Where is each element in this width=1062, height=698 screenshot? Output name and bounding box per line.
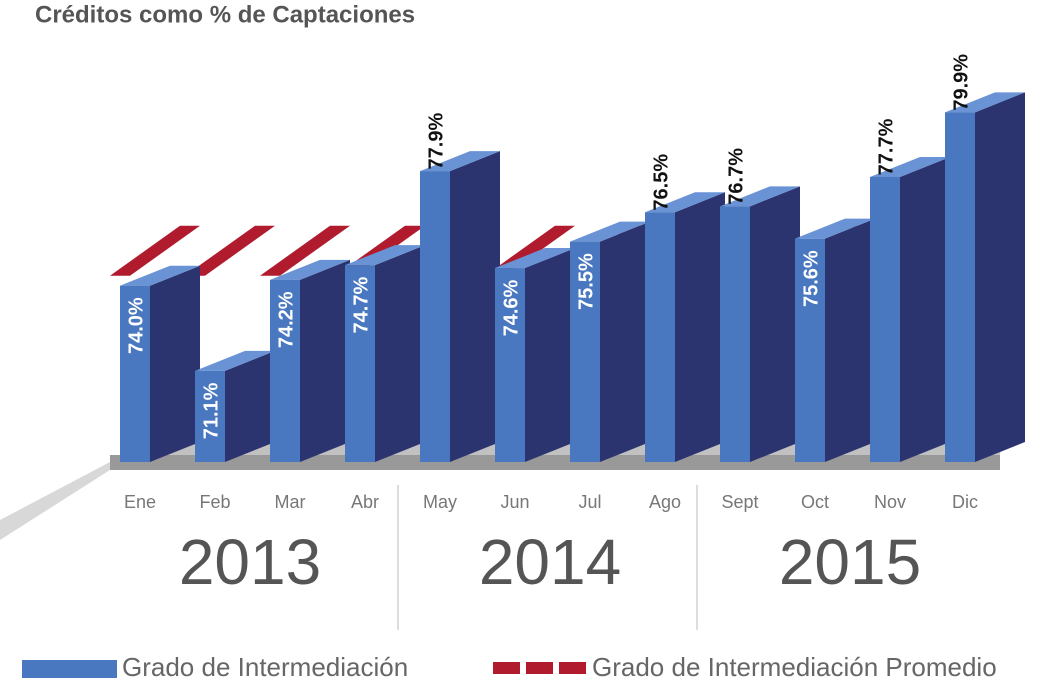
data-label: 76.7% bbox=[725, 148, 747, 205]
data-label: 74.0% bbox=[125, 297, 147, 354]
bar bbox=[420, 171, 450, 463]
bar-top bbox=[495, 248, 575, 269]
x-tick-label: Sept bbox=[721, 492, 758, 512]
x-tick-label: Ene bbox=[124, 492, 156, 512]
bar-top bbox=[270, 259, 350, 280]
bar bbox=[645, 212, 675, 462]
x-tick-label: Feb bbox=[199, 492, 230, 512]
bar-side bbox=[675, 192, 725, 462]
bar-top bbox=[195, 350, 275, 371]
bar-top bbox=[720, 186, 800, 207]
bar-side bbox=[825, 218, 875, 462]
data-label: 74.2% bbox=[275, 291, 297, 348]
data-label: 75.6% bbox=[800, 250, 822, 307]
bar-side bbox=[600, 221, 650, 462]
bar-top bbox=[570, 221, 650, 242]
year-label: 2015 bbox=[779, 526, 921, 598]
x-tick-label: May bbox=[423, 492, 457, 512]
x-tick-label: Ago bbox=[649, 492, 681, 512]
data-label: 77.9% bbox=[425, 113, 447, 170]
year-label: 2013 bbox=[179, 526, 321, 598]
bar-side bbox=[450, 151, 500, 463]
legend-swatch bbox=[493, 662, 520, 674]
data-label: 74.7% bbox=[350, 277, 372, 334]
average-dash bbox=[260, 225, 350, 276]
x-tick-label: Jun bbox=[500, 492, 529, 512]
bar-side bbox=[750, 186, 800, 462]
bar-side bbox=[900, 156, 950, 462]
data-label: 76.5% bbox=[650, 154, 672, 211]
x-tick-label: Jul bbox=[578, 492, 601, 512]
bar bbox=[870, 176, 900, 462]
bar-top bbox=[795, 218, 875, 239]
bar bbox=[720, 206, 750, 462]
bar-top bbox=[420, 151, 500, 172]
legend-label: Grado de Intermediación bbox=[122, 652, 408, 682]
floor bbox=[110, 455, 1000, 470]
data-label: 75.5% bbox=[575, 253, 597, 310]
bar bbox=[195, 370, 225, 462]
legend-swatch bbox=[526, 662, 553, 674]
average-dash bbox=[110, 225, 200, 276]
data-label: 77.7% bbox=[875, 118, 897, 175]
x-tick-label: Nov bbox=[874, 492, 906, 512]
bar bbox=[795, 238, 825, 462]
bar-top bbox=[120, 265, 200, 286]
bar bbox=[120, 285, 150, 462]
bar bbox=[270, 279, 300, 462]
legend-swatch bbox=[559, 662, 586, 674]
chart-title: Créditos como % de Captaciones bbox=[35, 1, 415, 28]
bar bbox=[495, 268, 525, 462]
x-tick-label: Oct bbox=[801, 492, 829, 512]
year-label: 2014 bbox=[479, 526, 621, 598]
bar bbox=[345, 265, 375, 462]
data-label: 79.9% bbox=[950, 54, 972, 111]
legend-swatch bbox=[22, 660, 117, 678]
bar-side bbox=[375, 245, 425, 462]
data-label: 74.6% bbox=[500, 279, 522, 336]
bar-side bbox=[225, 350, 275, 462]
bar bbox=[570, 241, 600, 462]
average-dash bbox=[185, 225, 275, 276]
bar-side bbox=[975, 92, 1025, 463]
x-tick-label: Mar bbox=[275, 492, 306, 512]
bar-top bbox=[945, 92, 1025, 113]
bar-top bbox=[345, 245, 425, 266]
bar bbox=[945, 112, 975, 463]
bar-side bbox=[300, 259, 350, 462]
x-tick-label: Abr bbox=[351, 492, 379, 512]
bar-side bbox=[150, 265, 200, 462]
data-label: 71.1% bbox=[200, 382, 222, 439]
x-tick-label: Dic bbox=[952, 492, 978, 512]
legend-label: Grado de Intermediación Promedio bbox=[592, 652, 997, 682]
bar-side bbox=[525, 248, 575, 462]
bar-top bbox=[870, 156, 950, 177]
bar-top bbox=[645, 192, 725, 213]
